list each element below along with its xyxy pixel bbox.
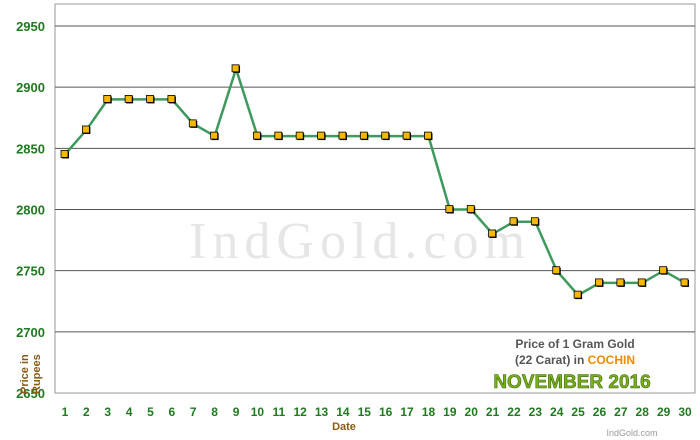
x-tick-label-29: 29 [657, 405, 671, 419]
x-tick-label-18: 18 [422, 405, 436, 419]
x-tick-label-15: 15 [358, 405, 372, 419]
x-tick-label-13: 13 [315, 405, 329, 419]
data-point-11 [274, 131, 283, 140]
x-tick-label-9: 9 [233, 405, 240, 419]
y-tick-label-2950: 2950 [16, 19, 45, 34]
data-point-25 [573, 290, 582, 299]
y-axis-title-line-2: Rupees [31, 354, 43, 394]
legend-box: Price of 1 Gram Gold (22 Carat) in COCHI… [493, 337, 651, 393]
x-tick-label-11: 11 [272, 405, 285, 419]
data-point-18 [424, 131, 432, 140]
x-tick-label-23: 23 [529, 405, 543, 419]
x-tick-label-25: 25 [571, 405, 585, 419]
data-point-14 [338, 131, 347, 140]
data-point-24 [552, 266, 561, 275]
data-point-2 [81, 125, 90, 134]
data-point-15 [359, 131, 368, 140]
x-tick-label-22: 22 [507, 405, 521, 419]
x-tick-label-7: 7 [190, 405, 197, 419]
x-tick-label-28: 28 [636, 405, 650, 419]
x-tick-label-27: 27 [614, 405, 628, 419]
data-point-17 [402, 131, 411, 140]
data-point-1 [60, 150, 69, 158]
y-axis-title: Price in Rupees [19, 354, 43, 394]
x-tick-label-17: 17 [400, 405, 414, 419]
x-tick-label-2: 2 [83, 405, 90, 419]
x-tick-label-6: 6 [169, 405, 176, 419]
x-tick-label-10: 10 [251, 405, 265, 419]
x-tick-label-12: 12 [293, 405, 307, 419]
x-tick-label-30: 30 [678, 405, 692, 419]
data-point-12 [295, 131, 304, 140]
watermark-text: IndGold.com [189, 213, 531, 270]
x-tick-label-1: 1 [62, 405, 69, 419]
data-point-16 [381, 131, 390, 140]
data-point-28 [637, 278, 646, 287]
data-point-5 [146, 95, 154, 103]
data-point-3 [103, 95, 112, 103]
footer-site-label: IndGold.com [606, 428, 657, 438]
data-point-29 [659, 266, 668, 275]
data-point-22 [509, 217, 518, 226]
data-point-19 [445, 205, 454, 213]
data-point-6 [167, 95, 176, 103]
x-tick-label-26: 26 [593, 405, 607, 419]
data-point-30 [680, 278, 689, 287]
x-tick-label-16: 16 [379, 405, 393, 419]
x-tick-label-14: 14 [336, 405, 350, 419]
legend-line-1: Price of 1 Gram Gold [515, 337, 634, 351]
x-tick-label-3: 3 [104, 405, 111, 419]
x-axis-title: Date [332, 421, 356, 433]
data-point-27 [616, 278, 625, 287]
x-tick-label-5: 5 [147, 405, 154, 419]
y-tick-label-2900: 2900 [16, 80, 45, 95]
y-axis-title-line-1: Price in [19, 354, 31, 394]
y-tick-label-2650: 2650 [16, 386, 45, 401]
x-tick-labels: 1 2 3 4 5 6 7 8 9 10 11 12 13 14 15 16 17 18 19 20 21 22 23 24 2… [62, 405, 692, 419]
data-point-20 [466, 205, 475, 213]
data-point-13 [317, 131, 325, 140]
plot-area [54, 3, 696, 394]
legend-month: NOVEMBER 2016 [493, 372, 650, 393]
y-tick-labels: 2650 2700 2750 2800 2850 2900 2950 [16, 19, 45, 401]
data-point-8 [210, 131, 219, 140]
y-tick-label-2750: 2750 [16, 264, 45, 279]
x-tick-label-20: 20 [465, 405, 479, 419]
data-point-21 [488, 229, 496, 238]
legend-city: COCHIN [588, 353, 635, 367]
x-tick-label-19: 19 [443, 405, 457, 419]
legend-carat-text: (22 Carat) in [515, 353, 588, 367]
x-tick-label-8: 8 [211, 405, 218, 419]
y-tick-label-2850: 2850 [16, 141, 45, 156]
x-tick-label-4: 4 [126, 405, 133, 419]
data-point-7 [188, 119, 197, 128]
data-point-10 [253, 131, 261, 140]
data-point-23 [530, 217, 539, 226]
x-tick-label-21: 21 [486, 405, 500, 419]
gridlines [55, 25, 695, 333]
y-tick-label-2700: 2700 [16, 325, 45, 340]
x-tick-label-24: 24 [550, 405, 564, 419]
legend-line-2: (22 Carat) in COCHIN [515, 353, 635, 367]
data-point-26 [595, 278, 603, 287]
price-markers [60, 64, 689, 300]
data-point-4 [124, 95, 133, 103]
y-tick-label-2800: 2800 [16, 203, 45, 218]
data-point-9 [231, 64, 240, 73]
